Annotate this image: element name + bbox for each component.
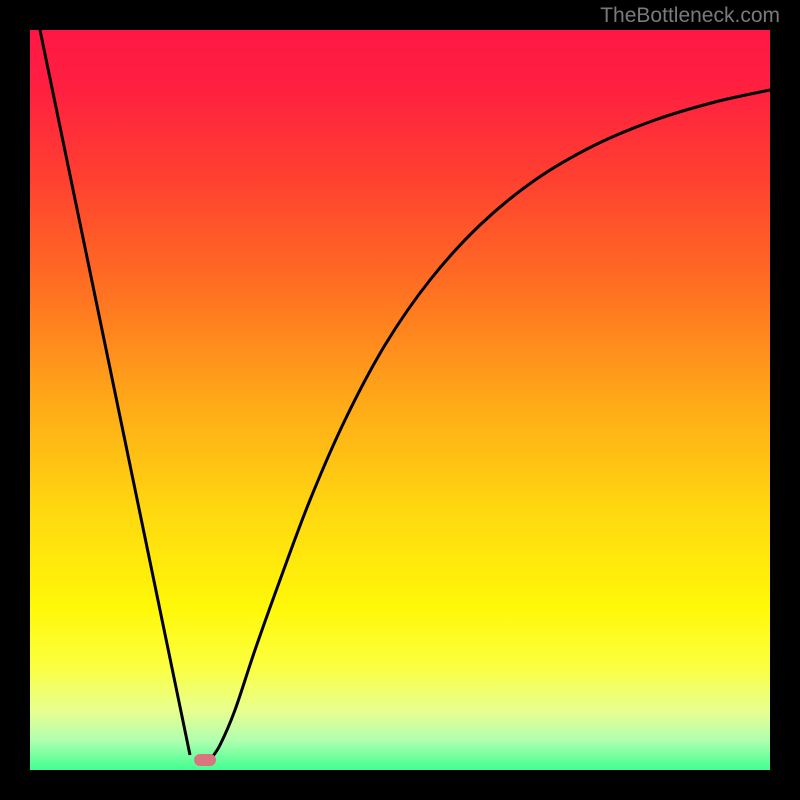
bottleneck-curve — [30, 30, 770, 770]
plot-area — [30, 30, 770, 770]
optimal-point-marker — [194, 754, 216, 766]
watermark-text: TheBottleneck.com — [600, 4, 780, 28]
chart-container: TheBottleneck.com — [0, 0, 800, 800]
